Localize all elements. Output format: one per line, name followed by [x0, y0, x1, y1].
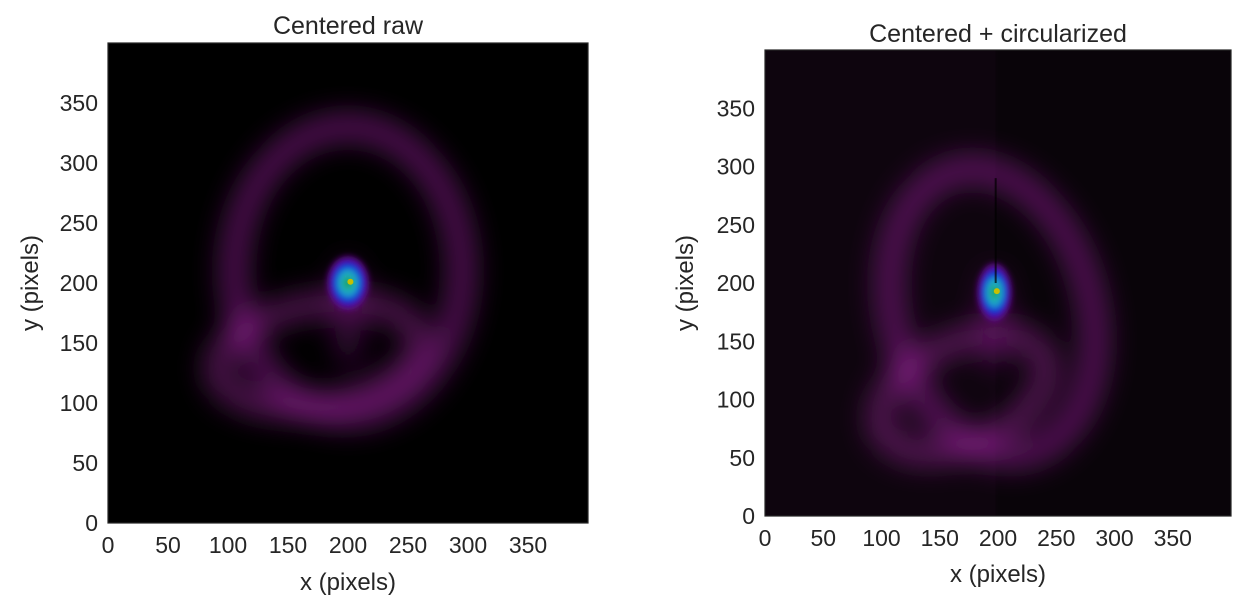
y-axis-label: y (pixels): [672, 235, 699, 331]
ring-bright-arc: [868, 323, 1058, 465]
chart-title: Centered + circularized: [869, 20, 1127, 48]
y-tick-label: 100: [717, 387, 755, 413]
core-peak: [347, 278, 354, 285]
x-axis-label: x (pixels): [300, 569, 396, 596]
chart-centered-circularized: Centered + circularized 0 50 100 150 200 250 30…: [672, 20, 1232, 588]
y-tick-label: 300: [60, 150, 98, 176]
x-tick-label: 250: [389, 532, 427, 558]
y-tick-label: 350: [717, 95, 755, 121]
y-tick-label: 150: [717, 328, 755, 354]
x-tick-label: 100: [862, 525, 900, 551]
y-tick-label: 250: [717, 212, 755, 238]
y-tick-label: 200: [60, 270, 98, 296]
y-tick-label: 50: [729, 445, 755, 471]
x-tick-label: 350: [1154, 525, 1192, 551]
x-tick-label: 100: [209, 532, 247, 558]
ring-outer: [876, 156, 1108, 469]
x-tick-label: 150: [269, 532, 307, 558]
chart-title: Centered raw: [273, 12, 424, 40]
y-tick-label: 0: [742, 503, 755, 529]
y-tick-label: 250: [60, 210, 98, 236]
y-tick-label: 200: [717, 270, 755, 296]
chart-centered-raw: Centered raw 0 50 100 150 200 250 300 350 0 50 100 1…: [17, 12, 589, 596]
x-tick-label: 50: [155, 532, 181, 558]
y-tick-label: 100: [60, 390, 98, 416]
x-tick-label: 250: [1037, 525, 1075, 551]
x-tick-label: 150: [921, 525, 959, 551]
y-tick-label: 150: [60, 330, 98, 356]
heatmap-area: [765, 50, 1231, 516]
y-axis-label: y (pixels): [17, 235, 44, 331]
x-tick-label: 0: [102, 532, 115, 558]
x-tick-label: 350: [509, 532, 547, 558]
right-chart-panel: Centered + circularized 0 50 100 150 200 250 30…: [620, 0, 1241, 596]
plot-frame: [764, 49, 1232, 517]
x-tick-label: 0: [759, 525, 772, 551]
x-tick-label: 200: [329, 532, 367, 558]
x-tick-label: 300: [1095, 525, 1133, 551]
x-tick-label: 300: [449, 532, 487, 558]
plot-frame: [107, 42, 589, 524]
ring-outer: [221, 114, 475, 428]
core-peak: [993, 288, 1000, 295]
x-tick-label: 200: [979, 525, 1017, 551]
y-tick-label: 300: [717, 154, 755, 180]
y-tick-label: 350: [60, 90, 98, 116]
ring-bright-arc: [205, 291, 431, 419]
x-tick-label: 50: [810, 525, 836, 551]
x-axis-label: x (pixels): [950, 561, 1046, 588]
y-tick-label: 50: [72, 450, 98, 476]
y-tick-label: 0: [85, 510, 98, 536]
left-chart-panel: Centered raw 0 50 100 150 200 250 300 350 0 50 100 1…: [0, 0, 620, 596]
heatmap-area: [108, 43, 588, 523]
